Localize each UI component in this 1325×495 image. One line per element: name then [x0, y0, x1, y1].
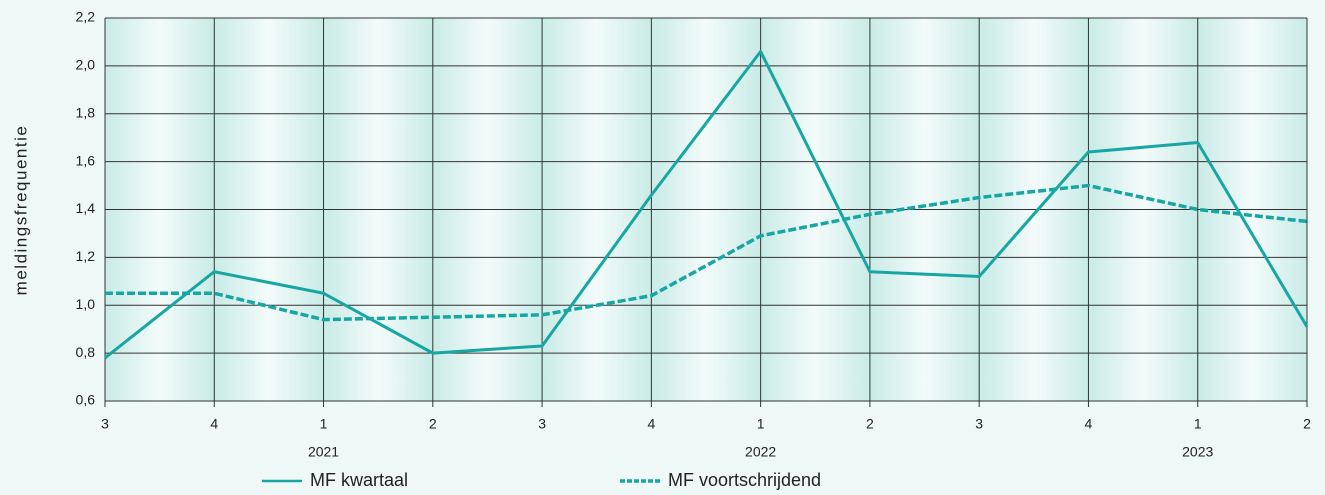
y-tick-label: 0,6	[76, 392, 96, 408]
x-tick-label: 1	[757, 416, 765, 432]
x-tick-label: 1	[1194, 416, 1202, 432]
y-tick-label: 0,8	[76, 344, 96, 360]
y-axis-label: meldingsfrequentie	[11, 125, 30, 296]
x-tick-label: 2	[1303, 416, 1311, 432]
y-tick-label: 1,6	[76, 152, 96, 168]
x-tick-label: 3	[975, 416, 983, 432]
x-group-label: 2023	[1182, 444, 1213, 460]
x-tick-label: 2	[866, 416, 874, 432]
x-tick-label: 4	[210, 416, 218, 432]
x-group-label: 2021	[308, 444, 339, 460]
y-tick-label: 2,0	[76, 57, 96, 73]
legend-label: MF voortschrijdend	[668, 470, 821, 490]
y-tick-label: 1,4	[76, 200, 96, 216]
legend-label: MF kwartaal	[310, 470, 408, 490]
x-tick-label: 3	[538, 416, 546, 432]
x-tick-label: 4	[1085, 416, 1093, 432]
y-tick-label: 2,2	[76, 9, 96, 25]
line-series	[104, 50, 1309, 360]
y-tick-label: 1,2	[76, 248, 96, 264]
x-tick-label: 2	[429, 416, 437, 432]
x-tick-label: 4	[647, 416, 655, 432]
y-tick-label: 1,8	[76, 104, 96, 120]
x-tick-label: 1	[320, 416, 328, 432]
line-series	[105, 183, 1308, 322]
x-tick-label: 3	[101, 416, 109, 432]
x-group-label: 2022	[745, 444, 776, 460]
y-tick-label: 1,0	[76, 296, 96, 312]
